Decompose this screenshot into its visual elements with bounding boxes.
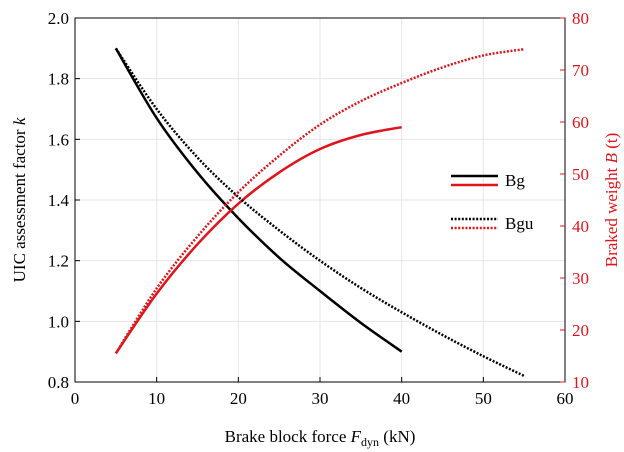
grid-lines xyxy=(74,17,566,383)
x-tick-label: 0 xyxy=(71,389,80,408)
x-tick-label: 40 xyxy=(393,389,410,408)
series-line-bg-solid-right xyxy=(114,125,402,355)
legend-label-bg: Bg xyxy=(505,171,525,190)
right-y-tick-label: 80 xyxy=(572,9,589,28)
left-y-axis-label: UIC assessment factor k xyxy=(10,117,29,282)
right-y-tick-label: 30 xyxy=(572,269,589,288)
right-y-tick-label: 70 xyxy=(572,61,589,80)
x-tick-label: 50 xyxy=(475,389,492,408)
x-tick-label: 20 xyxy=(230,389,247,408)
legend: Bg Bgu xyxy=(451,171,534,233)
series-line-bgu-dotted-left xyxy=(114,47,525,378)
x-axis-label: Brake block force Fdyn (kN) xyxy=(225,427,416,449)
legend-label-bgu: Bgu xyxy=(505,214,534,233)
left-y-tick-label: 1.0 xyxy=(48,312,69,331)
right-y-axis: 10 20 30 40 50 60 70 80 xyxy=(560,9,589,392)
left-y-tick-label: 1.8 xyxy=(48,70,69,89)
x-axis-label-sub: dyn xyxy=(361,435,379,449)
x-tick-label: 30 xyxy=(312,389,329,408)
x-axis-label-main: Brake block force xyxy=(225,427,351,446)
right-y-axis-label-main: Braked weight xyxy=(602,163,621,267)
x-axis-label-unit: (kN) xyxy=(379,427,415,446)
left-y-axis-label-var: k xyxy=(10,117,29,125)
right-y-tick-label: 20 xyxy=(572,321,589,340)
right-y-tick-label: 40 xyxy=(572,217,589,236)
right-y-axis-label-unit: (t) xyxy=(602,133,621,153)
series-line-bg-solid-left xyxy=(114,47,403,353)
series-line-bgu-dotted-right xyxy=(114,47,525,355)
series-group xyxy=(114,47,525,378)
x-axis: 0 10 20 30 40 50 60 xyxy=(71,377,574,408)
right-y-tick-label: 10 xyxy=(572,373,589,392)
right-y-axis-label: Braked weight B (t) xyxy=(602,133,621,268)
right-y-axis-label-var: B xyxy=(602,152,621,163)
x-tick-label: 60 xyxy=(557,389,574,408)
left-y-axis-label-main: UIC assessment factor xyxy=(10,125,29,282)
left-y-tick-label: 0.8 xyxy=(48,373,69,392)
right-y-tick-label: 50 xyxy=(572,165,589,184)
left-y-axis: 0.8 1.0 1.2 1.4 1.6 1.8 2.0 xyxy=(48,9,80,392)
x-axis-label-var: F xyxy=(350,427,362,446)
left-y-tick-label: 1.4 xyxy=(48,191,70,210)
left-y-tick-label: 1.6 xyxy=(48,130,69,149)
right-y-tick-label: 60 xyxy=(572,113,589,132)
left-y-tick-label: 1.2 xyxy=(48,252,69,271)
x-tick-label: 10 xyxy=(148,389,165,408)
left-y-tick-label: 2.0 xyxy=(48,9,69,28)
